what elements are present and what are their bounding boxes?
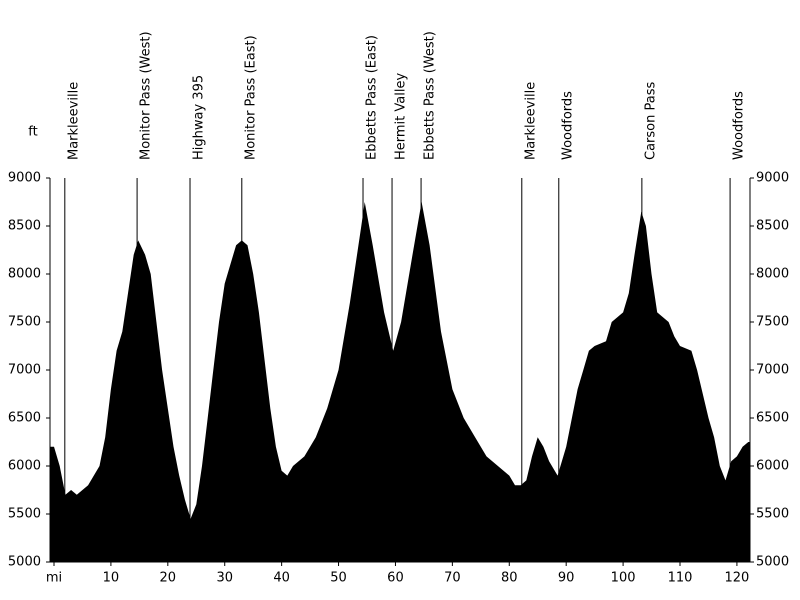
y-tick-label: 7000 bbox=[8, 363, 41, 378]
x-tick-label: 40 bbox=[273, 571, 290, 586]
x-tick-label: mi bbox=[46, 571, 62, 586]
y2-tick-label: 5500 bbox=[756, 507, 789, 522]
waypoint-label: Markleeville bbox=[66, 82, 81, 160]
x-tick-label: 60 bbox=[387, 571, 404, 586]
x-tick-label: 70 bbox=[444, 571, 461, 586]
waypoint-label: Hermit Valley bbox=[394, 73, 409, 160]
x-tick-label: 90 bbox=[558, 571, 575, 586]
y2-tick-label: 5000 bbox=[756, 555, 789, 570]
y2-tick-label: 9000 bbox=[756, 171, 789, 186]
x-tick-label: 100 bbox=[611, 571, 636, 586]
x-tick-label: 10 bbox=[103, 571, 120, 586]
waypoint-label: Markleeville bbox=[523, 82, 538, 160]
y-tick-label: 8500 bbox=[8, 219, 41, 234]
y2-tick-label: 8500 bbox=[756, 219, 789, 234]
y-tick-label: 9000 bbox=[8, 171, 41, 186]
waypoint-label: Woodfords bbox=[560, 91, 575, 160]
waypoint-label: Monitor Pass (West) bbox=[139, 31, 154, 160]
y2-tick-label: 7000 bbox=[756, 363, 789, 378]
y-tick-label: 8000 bbox=[8, 267, 41, 282]
y-tick-label: 6000 bbox=[8, 459, 41, 474]
waypoint-label: Highway 395 bbox=[192, 75, 207, 160]
y-tick-label: 5000 bbox=[8, 555, 41, 570]
y-axis-label: ft bbox=[28, 125, 37, 140]
waypoint-label: Woodfords bbox=[732, 91, 747, 160]
y2-tick-label: 7500 bbox=[756, 315, 789, 330]
y-tick-label: 6500 bbox=[8, 411, 41, 426]
elevation-area bbox=[50, 202, 750, 562]
waypoint-label: Ebbetts Pass (East) bbox=[365, 35, 380, 160]
y2-tick-label: 6000 bbox=[756, 459, 789, 474]
y2-tick-label: 6500 bbox=[756, 411, 789, 426]
y-tick-label: 7500 bbox=[8, 315, 41, 330]
y2-tick-label: 8000 bbox=[756, 267, 789, 282]
x-tick-label: 110 bbox=[668, 571, 693, 586]
x-tick-label: 30 bbox=[216, 571, 233, 586]
x-tick-label: 50 bbox=[330, 571, 347, 586]
waypoint-label: Monitor Pass (East) bbox=[243, 35, 258, 160]
x-tick-label: 120 bbox=[724, 571, 749, 586]
x-tick-label: 80 bbox=[501, 571, 518, 586]
waypoint-label: Carson Pass bbox=[643, 82, 658, 160]
waypoint-label: Ebbetts Pass (West) bbox=[423, 31, 438, 160]
x-tick-label: 20 bbox=[160, 571, 177, 586]
y-tick-label: 5500 bbox=[8, 507, 41, 522]
